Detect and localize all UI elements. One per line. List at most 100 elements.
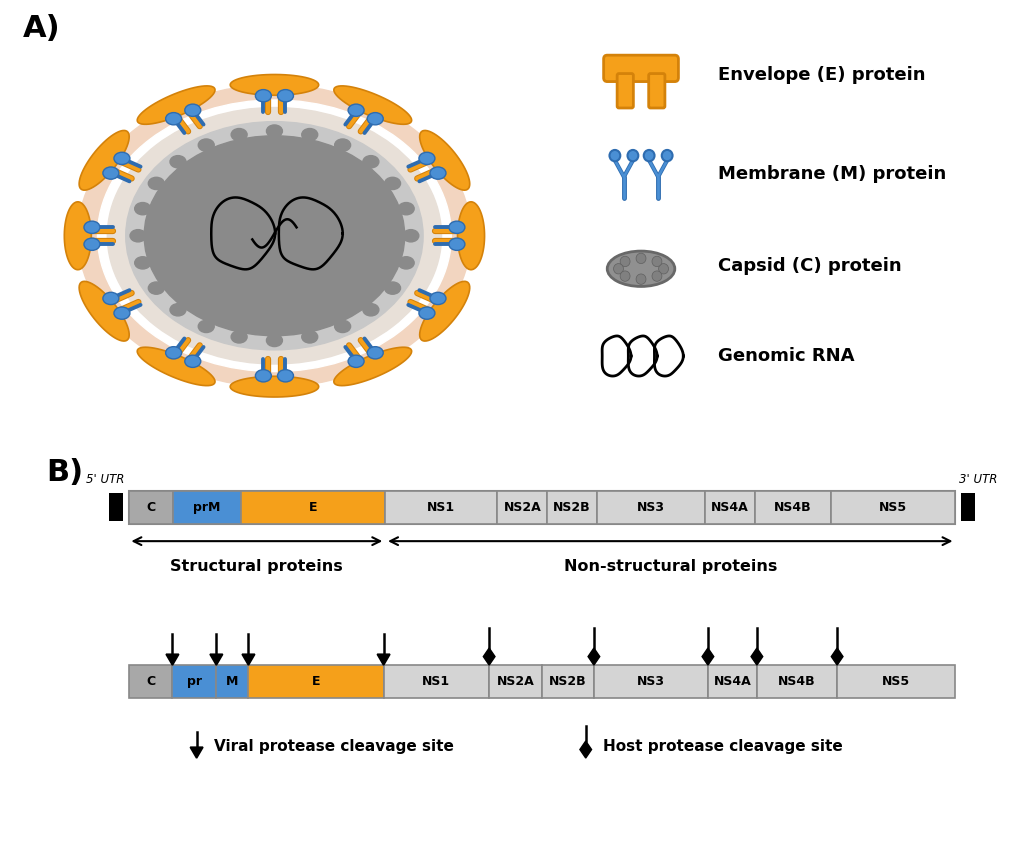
- Circle shape: [102, 292, 119, 305]
- Circle shape: [335, 320, 350, 333]
- Circle shape: [302, 331, 317, 343]
- Polygon shape: [79, 281, 129, 341]
- Bar: [594, 665, 708, 698]
- Circle shape: [184, 104, 201, 116]
- Circle shape: [636, 253, 646, 264]
- Text: NS2B: NS2B: [549, 675, 587, 688]
- Circle shape: [385, 282, 400, 294]
- Text: NS3: NS3: [637, 501, 665, 514]
- Polygon shape: [751, 648, 763, 665]
- Text: NS4A: NS4A: [711, 501, 749, 514]
- Circle shape: [144, 136, 404, 336]
- Polygon shape: [334, 347, 412, 386]
- Circle shape: [199, 139, 214, 152]
- Circle shape: [449, 238, 465, 250]
- Text: NS4B: NS4B: [774, 501, 812, 514]
- Text: Membrane (M) protein: Membrane (M) protein: [718, 166, 946, 184]
- Circle shape: [644, 150, 654, 162]
- Text: NS5: NS5: [883, 675, 910, 688]
- Circle shape: [398, 257, 414, 269]
- Text: A): A): [23, 14, 60, 43]
- Bar: [109, 493, 123, 521]
- Bar: [838, 665, 955, 698]
- Circle shape: [102, 167, 119, 179]
- Circle shape: [419, 152, 435, 164]
- Bar: [542, 665, 594, 698]
- Text: 5' UTR: 5' UTR: [86, 473, 125, 486]
- Text: pr: pr: [187, 675, 202, 688]
- Polygon shape: [137, 347, 215, 386]
- Bar: [384, 665, 489, 698]
- Polygon shape: [65, 202, 91, 269]
- Circle shape: [658, 264, 669, 274]
- Circle shape: [652, 256, 662, 267]
- Circle shape: [114, 307, 130, 319]
- Polygon shape: [190, 747, 203, 758]
- Bar: [249, 665, 384, 698]
- Bar: [129, 491, 955, 524]
- Text: C: C: [146, 501, 155, 514]
- Circle shape: [628, 150, 638, 162]
- Circle shape: [255, 370, 271, 382]
- Text: Capsid (C) protein: Capsid (C) protein: [718, 258, 901, 275]
- Text: Envelope (E) protein: Envelope (E) protein: [718, 67, 925, 84]
- Circle shape: [126, 121, 423, 350]
- Circle shape: [368, 347, 383, 359]
- Polygon shape: [166, 654, 179, 665]
- Polygon shape: [210, 654, 222, 665]
- Polygon shape: [137, 86, 215, 125]
- Circle shape: [170, 304, 186, 316]
- Text: NS3: NS3: [637, 675, 665, 688]
- Circle shape: [166, 113, 181, 125]
- Circle shape: [430, 292, 446, 305]
- Circle shape: [148, 282, 164, 294]
- Polygon shape: [420, 281, 470, 341]
- Bar: [216, 665, 249, 698]
- Circle shape: [135, 203, 151, 215]
- Polygon shape: [483, 648, 495, 665]
- FancyBboxPatch shape: [648, 73, 665, 108]
- Bar: [489, 665, 542, 698]
- Text: Genomic RNA: Genomic RNA: [718, 347, 854, 365]
- Bar: [962, 493, 975, 521]
- Circle shape: [166, 347, 181, 359]
- Bar: [173, 491, 241, 524]
- Circle shape: [368, 113, 383, 125]
- Bar: [129, 491, 173, 524]
- Circle shape: [621, 256, 630, 267]
- FancyBboxPatch shape: [603, 56, 679, 82]
- Circle shape: [621, 271, 630, 281]
- Circle shape: [97, 100, 452, 371]
- Circle shape: [652, 271, 662, 281]
- Bar: [498, 491, 547, 524]
- Polygon shape: [377, 654, 390, 665]
- Text: NS1: NS1: [427, 501, 456, 514]
- Circle shape: [662, 150, 673, 162]
- Bar: [597, 491, 706, 524]
- Text: E: E: [311, 675, 321, 688]
- Circle shape: [302, 129, 317, 141]
- Text: NS2A: NS2A: [504, 501, 541, 514]
- Polygon shape: [580, 741, 592, 758]
- Text: NS2B: NS2B: [553, 501, 591, 514]
- Circle shape: [184, 355, 201, 367]
- Circle shape: [419, 307, 435, 319]
- Polygon shape: [588, 648, 600, 665]
- Text: NS1: NS1: [422, 675, 451, 688]
- Circle shape: [636, 274, 646, 285]
- Circle shape: [449, 221, 465, 233]
- Polygon shape: [831, 648, 843, 665]
- Polygon shape: [702, 648, 714, 665]
- Circle shape: [278, 89, 294, 102]
- Circle shape: [278, 370, 294, 382]
- Polygon shape: [458, 202, 484, 269]
- Bar: [547, 491, 597, 524]
- Circle shape: [385, 178, 400, 189]
- Circle shape: [108, 108, 441, 364]
- Text: 3' UTR: 3' UTR: [959, 473, 997, 486]
- Polygon shape: [230, 376, 318, 397]
- Text: B): B): [46, 458, 83, 487]
- Text: Structural proteins: Structural proteins: [170, 558, 343, 573]
- Circle shape: [199, 320, 214, 333]
- Bar: [385, 491, 498, 524]
